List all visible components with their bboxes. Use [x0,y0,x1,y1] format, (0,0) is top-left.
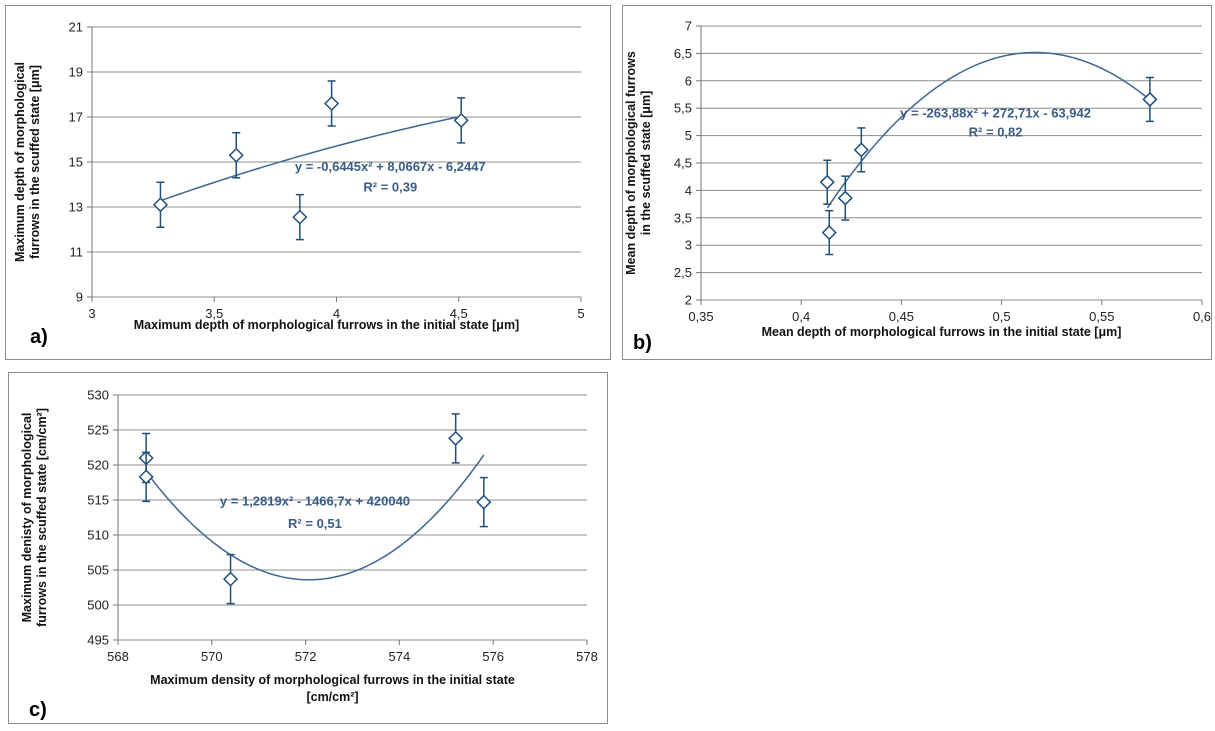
y-tick-label-a-0: 9 [76,290,83,305]
y-tick-label-a-1: 11 [70,245,84,260]
y-tick-label-b-9: 6,5 [674,46,692,61]
trendline-a [160,115,462,202]
data-point-a-1 [228,132,244,179]
x-tick-label-b-5: 0,6 [1193,309,1211,324]
data-point-a-3 [324,80,340,127]
y-axis-title-b-0: Mean depth of morphological furrows [624,51,638,275]
y-axis-title-a-0: Maximum depth of morphological [13,62,27,262]
panel-label-c: c) [29,699,47,721]
x-axis-title-c-0: Maximum density of morphological furrows… [150,673,515,687]
x-tick-label-b-0: 0,35 [688,309,713,324]
trendline-b [826,51,1151,209]
r-squared-a: R² = 0,39 [363,179,417,194]
diamond-marker-a-0 [152,197,169,213]
r-squared-b: R² = 0,82 [969,125,1023,140]
y-tick-label-b-5: 4,5 [674,156,692,171]
y-axis-title-c-1: furrows in the scuffed state [cm/cm²] [35,408,49,627]
y-tick-label-b-7: 5,5 [674,101,692,116]
x-axis-title-b: Mean depth of morphological furrows in t… [762,325,1122,339]
chart-b-svg: 2 2,5 3 3,5 4 4,5 5 5,5 6 6,5 7 0,35 0,4 0,45 0,5 0,55 0… [624,19,1211,355]
y-tick-label-a-2: 13 [69,200,83,215]
chart-c-svg: 495 500 505 510 515 520 525 530 568 570 572 574 576 5… [20,388,598,722]
chart-a-svg: 9 11 13 15 17 19 21 3 3,5 4 4,5 5 y = -0,6445x² + 8,… [13,20,585,349]
y-tick-label-c-3: 510 [87,528,109,543]
y-tick-label-c-2: 505 [87,563,109,578]
y-tick-label-a-5: 19 [69,65,83,80]
x-tick-label-b-3: 0,5 [993,309,1011,324]
y-tick-label-b-3: 3,5 [674,210,692,225]
y-tick-label-b-1: 2,5 [674,265,692,280]
panel-label-a: a) [30,326,48,348]
data-point-c-4 [476,476,492,528]
r-squared-c: R² = 0,51 [288,516,342,531]
panel-label-b: b) [633,332,652,354]
data-point-c-1 [138,451,154,503]
data-point-b-0 [819,159,835,205]
y-tick-label-b-4: 4 [685,183,692,198]
y-tick-label-b-0: 2 [685,293,692,308]
x-tick-label-c-3: 574 [389,649,411,664]
data-point-b-3 [853,127,869,173]
x-tick-label-a-0: 3 [88,306,95,321]
diamond-marker-b-1 [821,225,837,241]
diamond-marker-c-4 [476,494,492,510]
chart-panel-c: 495 500 505 510 515 520 525 530 568 570 572 574 576 5… [8,372,608,724]
data-point-a-2 [292,193,308,241]
trend-equation-b: y = -263,88x² + 272,71x - 63,942 [900,106,1091,121]
x-tick-label-b-4: 0,55 [1089,309,1114,324]
diamond-marker-a-3 [324,95,340,112]
y-tick-label-b-2: 3 [685,238,692,253]
diamond-marker-c-1 [138,469,154,485]
trendline-c [145,454,485,581]
data-point-b-1 [821,209,837,256]
data-point-a-4 [453,97,469,144]
y-tick-label-b-8: 6 [685,73,692,88]
x-tick-label-b-1: 0,4 [792,309,810,324]
x-tick-label-a-2: 4 [333,306,340,321]
diamond-marker-b-2 [837,190,853,206]
x-tick-label-c-5: 578 [576,649,598,664]
x-tick-label-a-3: 4,5 [450,306,468,321]
diamond-marker-b-3 [853,142,869,158]
trend-equation-a: y = -0,6445x² + 8,0667x - 6,2447 [295,159,486,174]
diamond-marker-a-4 [453,112,469,128]
diamond-marker-c-2 [222,571,239,587]
y-axis-title-b-1: in the scuffed state [μm] [639,91,653,235]
x-tick-label-c-1: 570 [201,649,223,664]
data-point-a-0 [152,181,169,228]
diamond-marker-b-4 [1142,91,1158,107]
data-point-c-2 [222,553,239,605]
x-tick-label-c-0: 568 [107,649,129,664]
x-axis-title-c-1: [cm/cm²] [306,690,358,704]
y-tick-label-b-6: 5 [685,128,692,143]
diamond-marker-c-3 [448,430,464,446]
data-point-b-4 [1142,76,1158,123]
y-axis-title-a-1: furrows in the scuffed state [μm] [28,65,42,259]
data-point-c-3 [448,413,464,464]
y-tick-label-a-4: 17 [69,110,83,125]
x-tick-label-a-4: 5 [577,306,584,321]
y-tick-label-c-5: 520 [87,458,109,473]
diamond-marker-a-2 [292,209,308,225]
y-tick-label-c-6: 525 [87,423,109,438]
y-tick-label-b-10: 7 [685,19,692,34]
diamond-marker-a-1 [228,147,244,163]
y-tick-label-c-0: 495 [87,633,109,648]
y-tick-label-a-6: 21 [69,20,83,35]
trend-equation-c: y = 1,2819x² - 1466,7x + 420040 [220,494,410,509]
data-point-b-2 [837,175,853,221]
chart-panel-a: 9 11 13 15 17 19 21 3 3,5 4 4,5 5 y = -0,6445x² + 8,… [5,5,611,360]
x-tick-label-a-1: 3,5 [205,306,223,321]
chart-panel-b: 2 2,5 3 3,5 4 4,5 5 5,5 6 6,5 7 0,35 0,4 0,45 0,5 0,55 0… [622,5,1212,360]
x-tick-label-c-4: 576 [482,649,504,664]
x-tick-label-b-2: 0,45 [889,309,914,324]
y-tick-label-a-3: 15 [69,155,83,170]
x-axis-title-a: Maximum depth of morphological furrows i… [134,318,519,332]
y-axis-title-c-0: Maximum denisty of morphological [20,413,34,623]
x-tick-label-c-2: 572 [295,649,317,664]
y-tick-label-c-7: 530 [87,388,109,403]
y-tick-label-c-4: 515 [87,493,109,508]
y-tick-label-c-1: 500 [87,598,109,613]
diamond-marker-b-0 [819,174,835,190]
